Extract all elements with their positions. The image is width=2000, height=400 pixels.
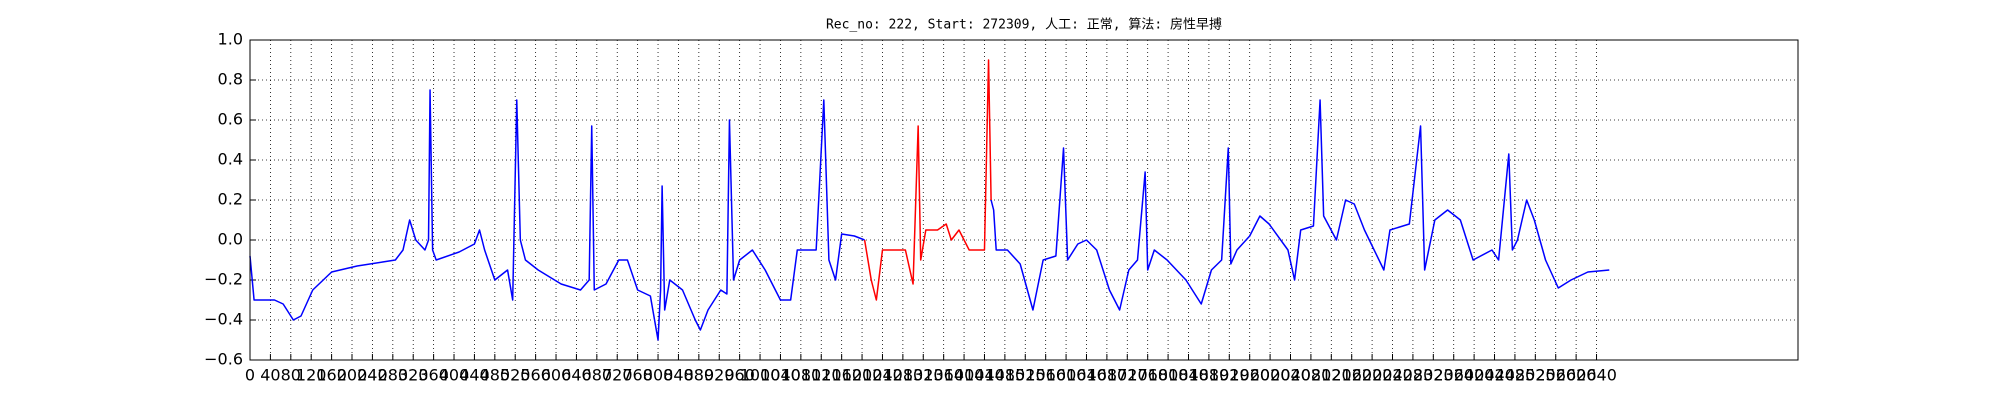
x-tick-label: 2600: [1556, 366, 1597, 385]
x-tick-label: 120: [296, 366, 327, 385]
x-tick-label: 1720: [1107, 366, 1148, 385]
y-tick-label: 0.8: [218, 70, 243, 89]
x-tick-label: 1840: [1168, 366, 1209, 385]
x-tick-label: 1320: [903, 366, 944, 385]
x-tick-label: 320: [398, 366, 429, 385]
x-tick-label: 680: [582, 366, 613, 385]
y-tick-label: 0.0: [218, 230, 243, 249]
x-tick-label: 2120: [1311, 366, 1352, 385]
x-tick-label: 1000: [740, 366, 781, 385]
x-tick-label: 880: [684, 366, 715, 385]
x-tick-label: 2360: [1433, 366, 1474, 385]
x-tick-label: 160: [316, 366, 347, 385]
x-tick-label: 1560: [1025, 366, 1066, 385]
x-tick-label: 960: [724, 366, 755, 385]
y-tick-label: −0.2: [204, 270, 243, 289]
x-tick-label: 40: [260, 366, 280, 385]
x-tick-label: 2560: [1535, 366, 1576, 385]
x-tick-label: 760: [622, 366, 653, 385]
x-tick-label: 2480: [1495, 366, 1536, 385]
chart-title: Rec_no: 222, Start: 272309, 人工: 正常, 算法: …: [826, 17, 1222, 33]
x-tick-label: 600: [541, 366, 572, 385]
y-tick-label: 0.4: [218, 150, 243, 169]
x-tick-label: 80: [281, 366, 301, 385]
x-tick-label: 1600: [1046, 366, 1087, 385]
x-tick-label: 2200: [1352, 366, 1393, 385]
x-tick-label: 2280: [1393, 366, 1434, 385]
x-tick-label: 1760: [1127, 366, 1168, 385]
x-tick-label: 2440: [1474, 366, 1515, 385]
x-tick-label: 1160: [821, 366, 862, 385]
x-tick-label: 1520: [1005, 366, 1046, 385]
x-tick-label: 1200: [842, 366, 883, 385]
x-tick-label: 400: [439, 366, 470, 385]
x-tick-label: 1360: [923, 366, 964, 385]
x-tick-label: 1080: [780, 366, 821, 385]
ecg-line: [863, 59, 992, 301]
x-tick-label: 2040: [1270, 366, 1311, 385]
x-tick-label: 1040: [760, 366, 801, 385]
y-tick-label: −0.4: [204, 310, 243, 329]
x-tick-label: 2320: [1413, 366, 1454, 385]
x-tick-label: 480: [480, 366, 511, 385]
x-tick-label: 1920: [1209, 366, 1250, 385]
x-tick-label: 840: [663, 366, 694, 385]
x-tick-label: 2160: [1331, 366, 1372, 385]
x-tick-label: 0: [245, 366, 255, 385]
x-tick-label: 1680: [1087, 366, 1128, 385]
x-tick-label: 1400: [944, 366, 985, 385]
x-tick-label: 2400: [1454, 366, 1495, 385]
x-tick-label: 200: [337, 366, 368, 385]
x-tick-label: 1120: [801, 366, 842, 385]
x-tick-label: 1880: [1189, 366, 1230, 385]
x-tick-label: 720: [602, 366, 633, 385]
x-tick-label: 1280: [883, 366, 924, 385]
y-tick-label: 0.6: [218, 110, 243, 129]
x-tick-label: 920: [704, 366, 735, 385]
x-tick-label: 360: [418, 366, 449, 385]
x-tick-label: 440: [459, 366, 490, 385]
x-tick-label: 2240: [1372, 366, 1413, 385]
x-tick-label: 1480: [985, 366, 1026, 385]
y-tick-label: 0.2: [218, 190, 243, 209]
y-tick-label: −0.6: [204, 350, 243, 369]
x-tick-label: 2000: [1250, 366, 1291, 385]
x-tick-label: 1440: [964, 366, 1005, 385]
x-tick-label: 2080: [1291, 366, 1332, 385]
y-tick-label: 1.0: [218, 30, 243, 49]
x-tick-label: 640: [561, 366, 592, 385]
ecg-line: [249, 89, 1610, 341]
plot-frame: [249, 39, 1799, 361]
x-tick-label: 2520: [1515, 366, 1556, 385]
x-tick-label: 1640: [1066, 366, 1107, 385]
x-tick-label: 280: [378, 366, 409, 385]
x-tick-label: 520: [500, 366, 531, 385]
x-tick-label: 800: [643, 366, 674, 385]
x-tick-label: 1240: [862, 366, 903, 385]
x-tick-label: 560: [520, 366, 551, 385]
x-tick-label: 1800: [1148, 366, 1189, 385]
x-tick-label: 1960: [1229, 366, 1270, 385]
x-tick-label: 2640: [1576, 366, 1617, 385]
x-tick-label: 240: [357, 366, 388, 385]
